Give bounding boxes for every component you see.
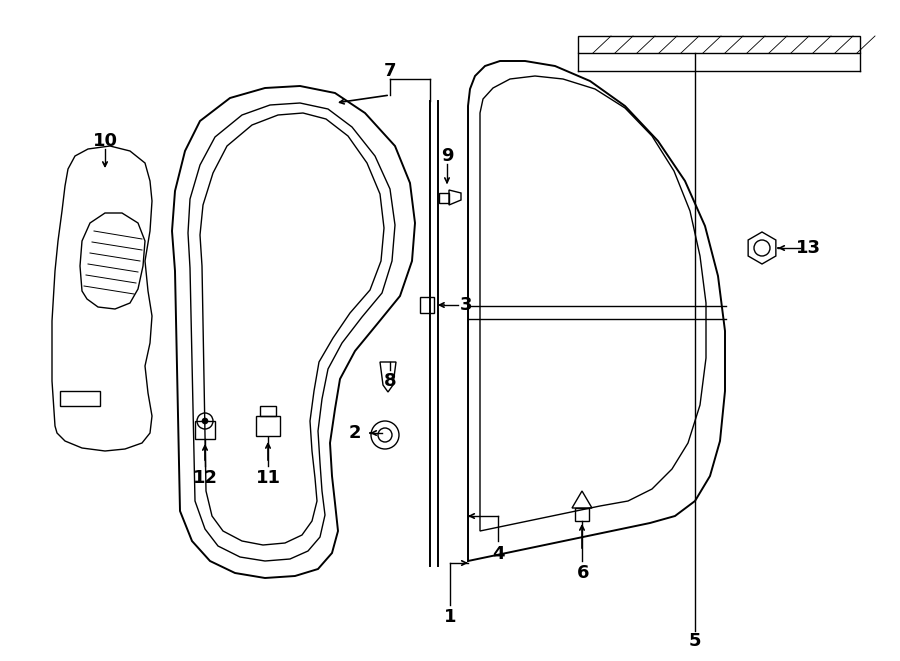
Text: 13: 13 bbox=[796, 239, 821, 257]
Text: 10: 10 bbox=[93, 132, 118, 150]
Text: 1: 1 bbox=[444, 608, 456, 626]
Text: 7: 7 bbox=[383, 62, 396, 80]
Text: 6: 6 bbox=[577, 564, 590, 582]
Text: 5: 5 bbox=[688, 632, 701, 650]
Text: 8: 8 bbox=[383, 372, 396, 390]
Circle shape bbox=[202, 418, 208, 424]
Text: 2: 2 bbox=[349, 424, 361, 442]
Text: 11: 11 bbox=[256, 469, 281, 487]
Text: 9: 9 bbox=[441, 147, 454, 165]
Text: 4: 4 bbox=[491, 545, 504, 563]
Text: 12: 12 bbox=[193, 469, 218, 487]
Text: 3: 3 bbox=[460, 296, 473, 314]
